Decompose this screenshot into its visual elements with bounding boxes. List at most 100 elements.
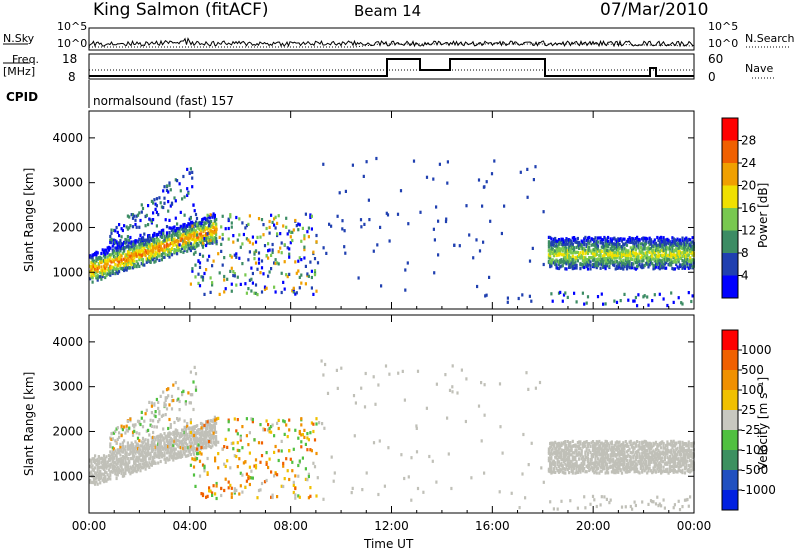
- data-cell: [188, 247, 191, 251]
- data-cell: [203, 271, 206, 276]
- data-cell: [186, 232, 189, 236]
- data-cell: [148, 217, 151, 221]
- data-cell: [110, 260, 113, 264]
- data-cell: [288, 229, 291, 233]
- data-cell: [270, 470, 273, 474]
- data-cell: [677, 459, 680, 463]
- data-cell: [109, 477, 112, 481]
- data-cell: [268, 426, 271, 430]
- data-cell: [618, 461, 621, 465]
- data-cell: [141, 458, 145, 462]
- data-cell: [594, 452, 597, 456]
- data-cell: [562, 471, 566, 475]
- data-cell: [681, 254, 684, 258]
- data-cell: [591, 248, 595, 252]
- data-cell: [570, 239, 573, 244]
- data-cell: [689, 250, 692, 254]
- data-cell: [160, 248, 163, 252]
- data-cell: [565, 267, 568, 271]
- data-cell: [150, 411, 153, 415]
- data-cell: [152, 237, 155, 241]
- data-cell: [683, 458, 687, 462]
- data-cell: [194, 245, 198, 249]
- data-cell: [549, 248, 552, 252]
- data-cell: [600, 257, 603, 262]
- data-cell: [140, 242, 143, 246]
- data-cell: [295, 291, 298, 295]
- data-cell: [152, 435, 155, 439]
- data-cell: [547, 253, 550, 257]
- data-cell: [557, 470, 561, 474]
- data-cell: [138, 466, 141, 470]
- data-cell: [603, 457, 606, 461]
- data-cell: [206, 433, 209, 437]
- data-cell: [644, 251, 647, 255]
- data-cell: [262, 272, 265, 276]
- data-cell: [654, 241, 658, 245]
- data-cell: [680, 264, 683, 268]
- data-cell: [554, 464, 557, 468]
- data-cell: [657, 462, 660, 466]
- data-cell: [361, 488, 364, 492]
- data-cell: [118, 451, 121, 455]
- data-cell: [179, 440, 182, 444]
- data-cell: [179, 451, 182, 456]
- data-cell: [602, 459, 605, 463]
- data-cell: [665, 468, 668, 472]
- data-cell: [670, 460, 673, 464]
- data-cell: [564, 450, 567, 454]
- data-cell: [295, 224, 298, 228]
- data-cell: [173, 420, 176, 425]
- data-cell: [624, 263, 627, 267]
- data-cell: [306, 448, 309, 452]
- data-cell: [91, 467, 94, 471]
- data-cell: [294, 428, 297, 432]
- data-cell: [604, 446, 607, 450]
- data-cell: [123, 245, 126, 250]
- data-cell: [686, 238, 689, 243]
- data-cell: [644, 465, 647, 469]
- data-cell: [609, 457, 612, 461]
- data-cell: [377, 383, 380, 387]
- data-cell: [562, 460, 566, 464]
- data-cell: [560, 247, 563, 251]
- data-cell: [265, 286, 268, 290]
- data-cell: [143, 447, 146, 451]
- data-cell: [165, 234, 169, 238]
- data-cell: [636, 453, 639, 457]
- data-cell: [196, 440, 199, 444]
- data-cell: [649, 258, 653, 262]
- data-cell: [574, 255, 577, 259]
- data-cell: [158, 438, 161, 442]
- data-cell: [574, 237, 577, 241]
- data-cell: [641, 500, 644, 504]
- data-cell: [433, 238, 436, 242]
- data-cell: [167, 249, 170, 254]
- data-cell: [92, 271, 95, 275]
- data-cell: [141, 456, 145, 460]
- data-cell: [547, 256, 550, 260]
- data-cell: [666, 449, 669, 453]
- data-cell: [162, 413, 165, 417]
- data-cell: [245, 479, 248, 483]
- data-cell: [639, 250, 642, 254]
- data-cell: [595, 242, 598, 246]
- data-cell: [157, 461, 160, 465]
- data-cell: [170, 399, 174, 403]
- data-cell: [498, 382, 502, 386]
- data-cell: [622, 452, 625, 456]
- data-cell: [227, 486, 230, 490]
- data-cell: [181, 393, 184, 397]
- data-cell: [227, 480, 230, 484]
- y-tick-label: 4000: [52, 131, 83, 145]
- data-cell: [627, 298, 630, 302]
- data-cell: [643, 469, 646, 473]
- data-cell: [96, 467, 99, 471]
- data-cell: [662, 247, 665, 251]
- data-cell: [192, 429, 195, 433]
- data-cell: [656, 495, 659, 499]
- noise-sky-line: [88, 37, 694, 48]
- data-cell: [662, 460, 665, 464]
- data-cell: [575, 240, 578, 244]
- data-cell: [636, 244, 639, 248]
